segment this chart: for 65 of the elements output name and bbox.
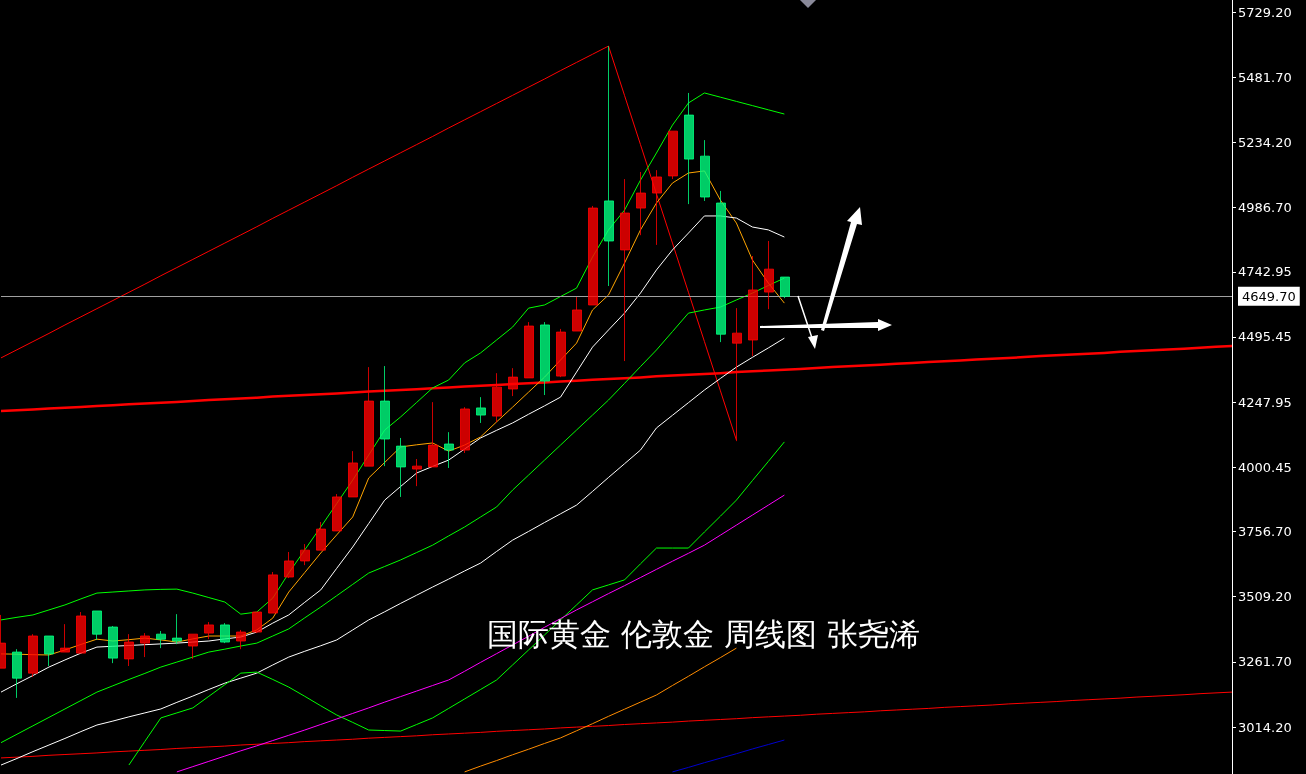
candlestick xyxy=(236,629,246,650)
candlestick xyxy=(332,493,342,532)
candlestick xyxy=(60,623,70,653)
candlestick xyxy=(108,625,118,664)
y-tick-label: 4742.95 xyxy=(1238,264,1292,280)
candlestick xyxy=(476,396,486,424)
candlestick xyxy=(668,130,678,180)
y-tick-label: 3509.20 xyxy=(1238,589,1292,605)
candlestick xyxy=(156,630,166,649)
candlestick xyxy=(604,45,614,287)
candlestick xyxy=(204,621,214,640)
y-tick-label: 4495.45 xyxy=(1238,329,1292,345)
candlestick xyxy=(44,635,54,667)
ref-line-label: 4649.70 xyxy=(1242,288,1296,304)
y-tick-label: 5481.70 xyxy=(1238,69,1292,85)
y-tick-label: 3014.20 xyxy=(1238,719,1292,735)
candlestick xyxy=(172,613,182,645)
candlestick xyxy=(444,431,454,469)
candlestick xyxy=(284,551,294,579)
candlestick xyxy=(748,255,758,357)
candlestick xyxy=(556,328,566,378)
line-series xyxy=(0,691,1233,759)
candlestick xyxy=(524,321,534,379)
candlestick xyxy=(124,633,134,667)
candlestick xyxy=(396,437,406,498)
candlestick xyxy=(700,139,710,202)
line-series xyxy=(128,441,785,766)
candlestick xyxy=(300,543,310,566)
line-series xyxy=(0,337,785,766)
candlestick xyxy=(780,276,790,299)
y-tick-label: 4000.45 xyxy=(1238,459,1292,475)
candlestick xyxy=(412,458,422,487)
candlestick xyxy=(460,406,470,454)
candlestick xyxy=(220,622,230,644)
line-series xyxy=(671,739,785,773)
candlestick xyxy=(620,178,630,362)
candlestick xyxy=(28,633,38,678)
y-tick-label: 4986.70 xyxy=(1238,200,1292,216)
candlestick xyxy=(572,296,582,332)
candlestick xyxy=(316,521,326,551)
y-tick-label: 3261.70 xyxy=(1238,654,1292,670)
candlestick xyxy=(268,571,278,614)
candlestick xyxy=(12,648,22,699)
candlestick xyxy=(92,610,102,641)
y-tick-label: 5729.20 xyxy=(1238,4,1292,20)
candlestick xyxy=(684,92,694,205)
candlestick xyxy=(428,401,438,468)
candlestick xyxy=(188,633,198,660)
candlestick xyxy=(252,611,262,634)
y-tick-label: 4247.95 xyxy=(1238,394,1292,410)
candlestick xyxy=(764,240,774,310)
y-tick-label: 3756.70 xyxy=(1238,524,1292,540)
line-series xyxy=(176,494,785,773)
candlestick xyxy=(508,367,518,397)
line-series xyxy=(0,215,785,693)
candlestick xyxy=(652,169,662,246)
candlestick xyxy=(140,632,150,658)
candlestick xyxy=(348,450,358,498)
candlestick xyxy=(540,321,550,396)
candlestick xyxy=(636,171,646,236)
candlestick xyxy=(380,365,390,467)
candlestick xyxy=(588,205,598,306)
candlestick xyxy=(76,611,86,654)
candlestick xyxy=(716,190,726,343)
y-tick-label: 5234.20 xyxy=(1238,134,1292,150)
